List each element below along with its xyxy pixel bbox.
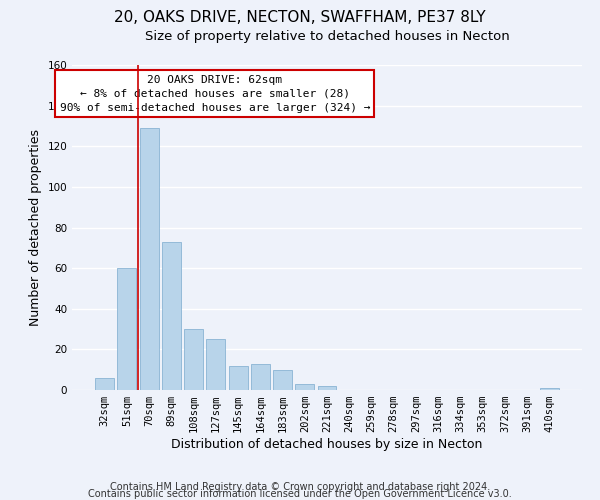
Text: Contains public sector information licensed under the Open Government Licence v3: Contains public sector information licen… [88, 489, 512, 499]
Bar [162, 242, 181, 390]
Bar [251, 364, 270, 390]
Bar [295, 384, 314, 390]
Y-axis label: Number of detached properties: Number of detached properties [29, 129, 42, 326]
Bar [273, 370, 292, 390]
Text: 20 OAKS DRIVE: 62sqm
← 8% of detached houses are smaller (28)
90% of semi-detach: 20 OAKS DRIVE: 62sqm ← 8% of detached ho… [59, 74, 370, 113]
Bar [95, 378, 114, 390]
Bar [118, 268, 136, 390]
Bar [184, 329, 203, 390]
Bar [540, 388, 559, 390]
Bar [140, 128, 158, 390]
Text: Contains HM Land Registry data © Crown copyright and database right 2024.: Contains HM Land Registry data © Crown c… [110, 482, 490, 492]
Text: 20, OAKS DRIVE, NECTON, SWAFFHAM, PE37 8LY: 20, OAKS DRIVE, NECTON, SWAFFHAM, PE37 8… [114, 10, 486, 25]
Bar [229, 366, 248, 390]
Bar [206, 339, 225, 390]
Title: Size of property relative to detached houses in Necton: Size of property relative to detached ho… [145, 30, 509, 43]
Bar [317, 386, 337, 390]
X-axis label: Distribution of detached houses by size in Necton: Distribution of detached houses by size … [172, 438, 482, 451]
